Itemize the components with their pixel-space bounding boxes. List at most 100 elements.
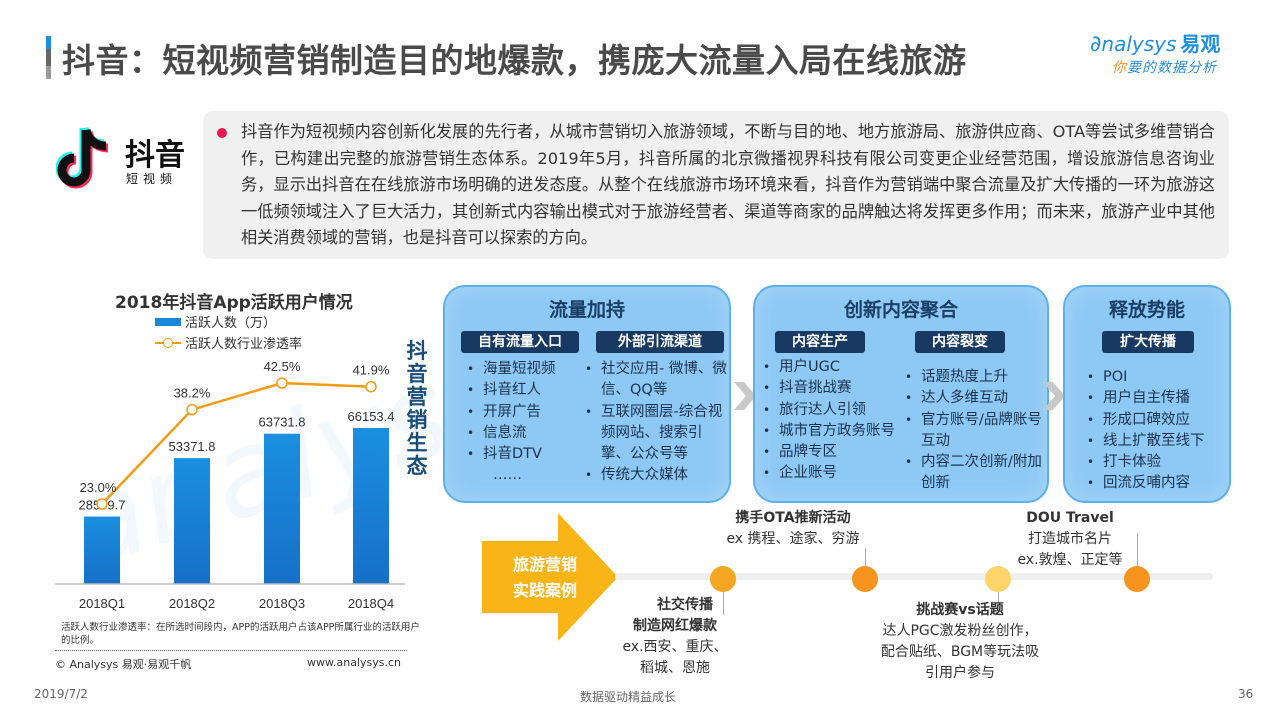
chevron-right-icon: [734, 382, 756, 410]
milestone-desc: 配合贴纸、BGM等玩法吸: [880, 644, 1040, 660]
divider: [55, 650, 407, 651]
panel-title: 创新内容聚合: [843, 299, 958, 321]
tag-own-traffic: 自有流量入口: [461, 331, 579, 353]
milestone-dot-4[interactable]: [1124, 566, 1150, 592]
bar: [174, 458, 210, 584]
milestone-desc: ex.西安、重庆、: [622, 639, 728, 655]
external-traffic-list: 社交应用- 微博、微信、QQ等 互联网圈层-综合视频网站、搜索引擎、公众号等 传…: [583, 359, 729, 487]
logo-text: nalysys: [1101, 32, 1177, 56]
list-item: 抖音红人: [465, 380, 585, 402]
list-item: POI: [1085, 367, 1229, 389]
list-item: 抖音DTV: [465, 444, 585, 466]
logo-main: ∂nalysys 易观: [1090, 28, 1260, 57]
milestone-desc: 打造城市名片: [1028, 531, 1112, 547]
x-tick-label: 2018Q3: [259, 596, 305, 611]
list-item: 信息流: [465, 423, 585, 445]
list-item: 打卡体验: [1085, 452, 1229, 474]
legend-line-swatch-icon: [155, 337, 181, 348]
x-tick-label: 2018Q2: [169, 596, 215, 611]
logo-slogan-first: 你: [1112, 60, 1127, 76]
list-item: 抖音挑战赛: [761, 378, 897, 400]
list-item: 内容二次创新/附加创新: [903, 452, 1043, 495]
line-point: [276, 377, 288, 389]
logo-slogan: 你要的数据分析: [1112, 57, 1260, 77]
chart-note: 活跃人数行业渗透率：在所选时间段内，APP的活跃用户占该APP所属行业的活跃用户…: [61, 622, 420, 646]
legend-item-line: 活跃人数行业渗透率: [155, 332, 302, 353]
bar-label: 63731.8: [259, 415, 306, 430]
chart-source: © Analysys 易观·易观千帆: [55, 658, 192, 671]
practice-case-label: 旅游营销 实践案例: [495, 552, 595, 604]
milestone-dot-1[interactable]: [710, 566, 736, 592]
panel-title: 释放势能: [1108, 299, 1185, 321]
tag-content-fission: 内容裂变: [915, 331, 1005, 353]
milestone-dot-2[interactable]: [852, 566, 878, 592]
milestone-title: 制造网红爆款: [633, 618, 717, 634]
footer-slogan: 数据驱动精益成长: [580, 690, 677, 704]
milestone-desc: 达人PGC激发粉丝创作，: [882, 623, 1038, 639]
tag-content-production: 内容生产: [775, 331, 865, 353]
list-item: 达人多维互动: [903, 388, 1043, 410]
logo-swirl-icon: ∂: [1090, 32, 1102, 57]
legend-label: 活跃人数行业渗透率: [185, 337, 303, 352]
line-point: [365, 380, 377, 393]
bar: [84, 516, 120, 584]
milestone-desc: 稻城、恩施: [640, 660, 710, 676]
list-item: 话题热度上升: [903, 367, 1043, 389]
list-item: 用户UGC: [761, 357, 897, 379]
line-label: 42.5%: [264, 359, 301, 374]
legend-bar-swatch-icon: [155, 317, 181, 326]
milestone-title: DOU Travel: [1026, 510, 1114, 526]
douyin-sub: 短视频: [126, 172, 178, 186]
list-item: 旅行达人引领: [761, 400, 897, 422]
milestone-title: 挑战赛vs话题: [916, 602, 1004, 618]
list-item: 开屏广告: [465, 402, 585, 424]
content-fission-list: 话题热度上升 达人多维互动 官方账号/品牌账号互动 内容二次创新/附加创新: [903, 367, 1043, 495]
practice-case-label-line2: 实践案例: [512, 581, 577, 600]
douyin-note-icon: [56, 126, 109, 189]
panel-title: 流量加持: [548, 299, 625, 321]
logo-cn: 易观: [1180, 32, 1221, 56]
line-label: 38.2%: [174, 386, 211, 401]
bullet-dot-icon: [217, 128, 227, 138]
panel-release: 释放势能 扩大传播 POI 用户自主传播 形成口碑效应 线上扩散至线下 打卡体验…: [1063, 285, 1231, 503]
list-item: 互联网圈层-综合视频网站、搜索引擎、公众号等: [583, 402, 729, 466]
milestone-desc: ex.敦煌、正定等: [1017, 552, 1123, 568]
big-arrow-icon: [482, 513, 618, 641]
intro-box: 抖音作为短视频内容创新化发展的先行者，从城市营销切入旅游领域，不断与目的地、地方…: [203, 111, 1229, 259]
analysys-logo: ∂nalysys 易观 你要的数据分析: [1090, 28, 1260, 88]
timeline-stem: [865, 548, 866, 568]
bar-label: 53371.8: [169, 439, 216, 454]
list-item: 海量短视频: [465, 359, 585, 381]
logo-slogan-rest: 要的数据分析: [1127, 60, 1217, 76]
chart-plot: 28599.72018Q153371.82018Q263731.82018Q36…: [55, 359, 405, 611]
milestone-title: 携手OTA推新活动: [735, 510, 851, 526]
list-item: 线上扩散至线下: [1085, 431, 1229, 453]
list-item: 城市官方政务账号: [761, 421, 897, 443]
list-item-ellipsis: ……: [493, 467, 522, 484]
milestone-challenge: 挑战赛vs话题 达人PGC激发粉丝创作， 配合贴纸、BGM等玩法吸 引用户参与: [860, 600, 1060, 684]
footer-date: 2019/7/2: [34, 687, 88, 701]
milestone-dot-3[interactable]: [985, 566, 1011, 592]
tag-external-traffic: 外部引流渠道: [596, 331, 724, 353]
milestone-ota: 携手OTA推新活动 ex 携程、途家、穷游: [708, 508, 878, 550]
line-series: [101, 381, 372, 505]
timeline-stem: [1137, 533, 1138, 568]
intro-text: 抖音作为短视频内容创新化发展的先行者，从城市营销切入旅游领域，不断与目的地、地方…: [241, 122, 1215, 247]
list-item: 品牌专区: [761, 442, 897, 464]
milestone-desc: 引用户参与: [925, 665, 995, 681]
milestone-desc: ex 携程、途家、穷游: [726, 531, 860, 547]
own-traffic-list: 海量短视频 抖音红人 开屏广告 信息流 抖音DTV ……: [465, 359, 585, 487]
milestone-social: 社交传播 制造网红爆款 ex.西安、重庆、 稻城、恩施: [600, 595, 750, 679]
practice-case-label-line1: 旅游营销: [512, 555, 577, 574]
legend-item-bar: 活跃人数（万）: [155, 311, 302, 332]
list-item: 回流反哺内容: [1085, 473, 1229, 495]
title-accent-bar: [46, 36, 51, 79]
line-point: [96, 498, 108, 510]
milestone-title: 社交传播: [657, 597, 713, 613]
bar: [264, 433, 300, 584]
content-production-list: 用户UGC 抖音挑战赛 旅行达人引领 城市官方政务账号 品牌专区 企业账号: [761, 357, 897, 485]
douyin-logo: 抖音 短视频: [50, 118, 200, 198]
page-number: 36: [1238, 687, 1254, 701]
line-label: 23.0%: [80, 480, 117, 495]
list-item: 社交应用- 微博、微信、QQ等: [583, 359, 729, 402]
